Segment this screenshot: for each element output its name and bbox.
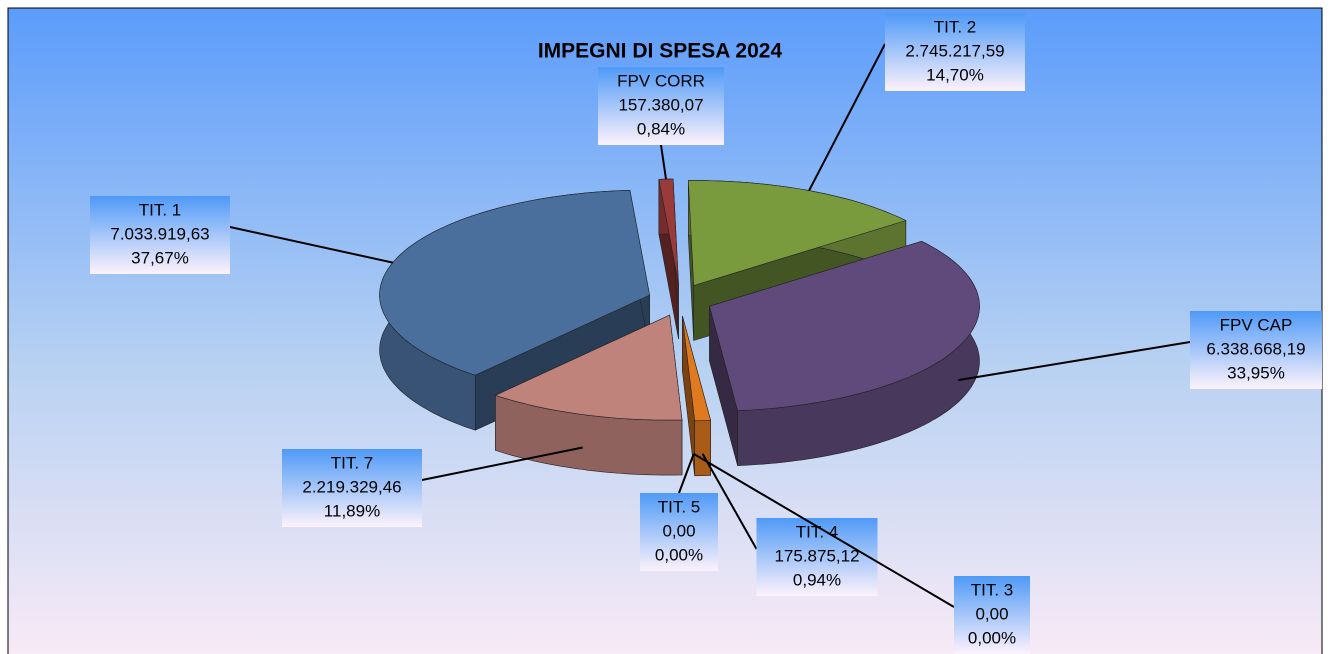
- slice: [494, 314, 683, 476]
- data-label-value: 6.338.668,19: [1206, 339, 1305, 358]
- data-label-box: [282, 449, 422, 527]
- leader-line: [808, 43, 886, 192]
- leader-line: [421, 446, 583, 481]
- slice: [658, 178, 679, 285]
- data-label-box: [640, 493, 718, 571]
- data-label-percent: 0,00%: [968, 628, 1016, 647]
- data-label-category: FPV CORR: [617, 71, 705, 90]
- slice: [709, 240, 980, 412]
- data-label-box: [1190, 311, 1322, 389]
- slice: [658, 178, 679, 340]
- data-label-percent: 0,94%: [793, 570, 841, 589]
- data-label-box: [598, 67, 724, 145]
- data-label-value: 157.380,07: [618, 95, 703, 114]
- slice: [379, 189, 650, 376]
- data-label-value: 2.745.217,59: [905, 41, 1004, 60]
- data-label-box: [885, 13, 1025, 91]
- leader-line: [660, 144, 667, 180]
- slice: [494, 314, 683, 421]
- slice: [682, 315, 711, 422]
- slice: [379, 189, 650, 431]
- data-label-value: 2.219.329,46: [302, 477, 401, 496]
- data-label-box: [954, 576, 1030, 654]
- data-label-box: [90, 196, 230, 274]
- data-label-percent: 0,00%: [655, 545, 703, 564]
- data-label-category: TIT. 2: [934, 17, 977, 36]
- data-label-percent: 33,95%: [1227, 363, 1285, 382]
- data-label-percent: 37,67%: [131, 248, 189, 267]
- data-label-value: 7.033.919,63: [110, 224, 209, 243]
- leader-line: [958, 341, 1191, 382]
- pie: [379, 178, 980, 477]
- leader-line: [229, 226, 394, 264]
- slice-wall: [694, 420, 711, 477]
- data-label-percent: 11,89%: [324, 501, 380, 520]
- data-label-category: TIT. 5: [658, 497, 701, 516]
- slice: [687, 180, 907, 286]
- data-label-box: [756, 518, 878, 596]
- data-label-category: FPV CAP: [1220, 315, 1293, 334]
- data-label-value: 0,00: [975, 604, 1008, 623]
- leader-line: [693, 453, 955, 608]
- leader-line: [701, 453, 758, 550]
- data-label-category: TIT. 4: [796, 522, 839, 541]
- data-label-category: TIT. 3: [971, 580, 1014, 599]
- slice: [709, 240, 980, 467]
- chart-title: IMPEGNI DI SPESA 2024: [538, 40, 783, 63]
- data-label-percent: 14,70%: [926, 65, 984, 84]
- data-label-value: 0,00: [662, 521, 695, 540]
- data-label-category: TIT. 1: [139, 200, 182, 219]
- leader-line: [678, 453, 695, 494]
- data-label-value: 175.875,12: [774, 546, 859, 565]
- data-label-category: TIT. 7: [331, 453, 374, 472]
- data-label-percent: 0,84%: [637, 119, 685, 138]
